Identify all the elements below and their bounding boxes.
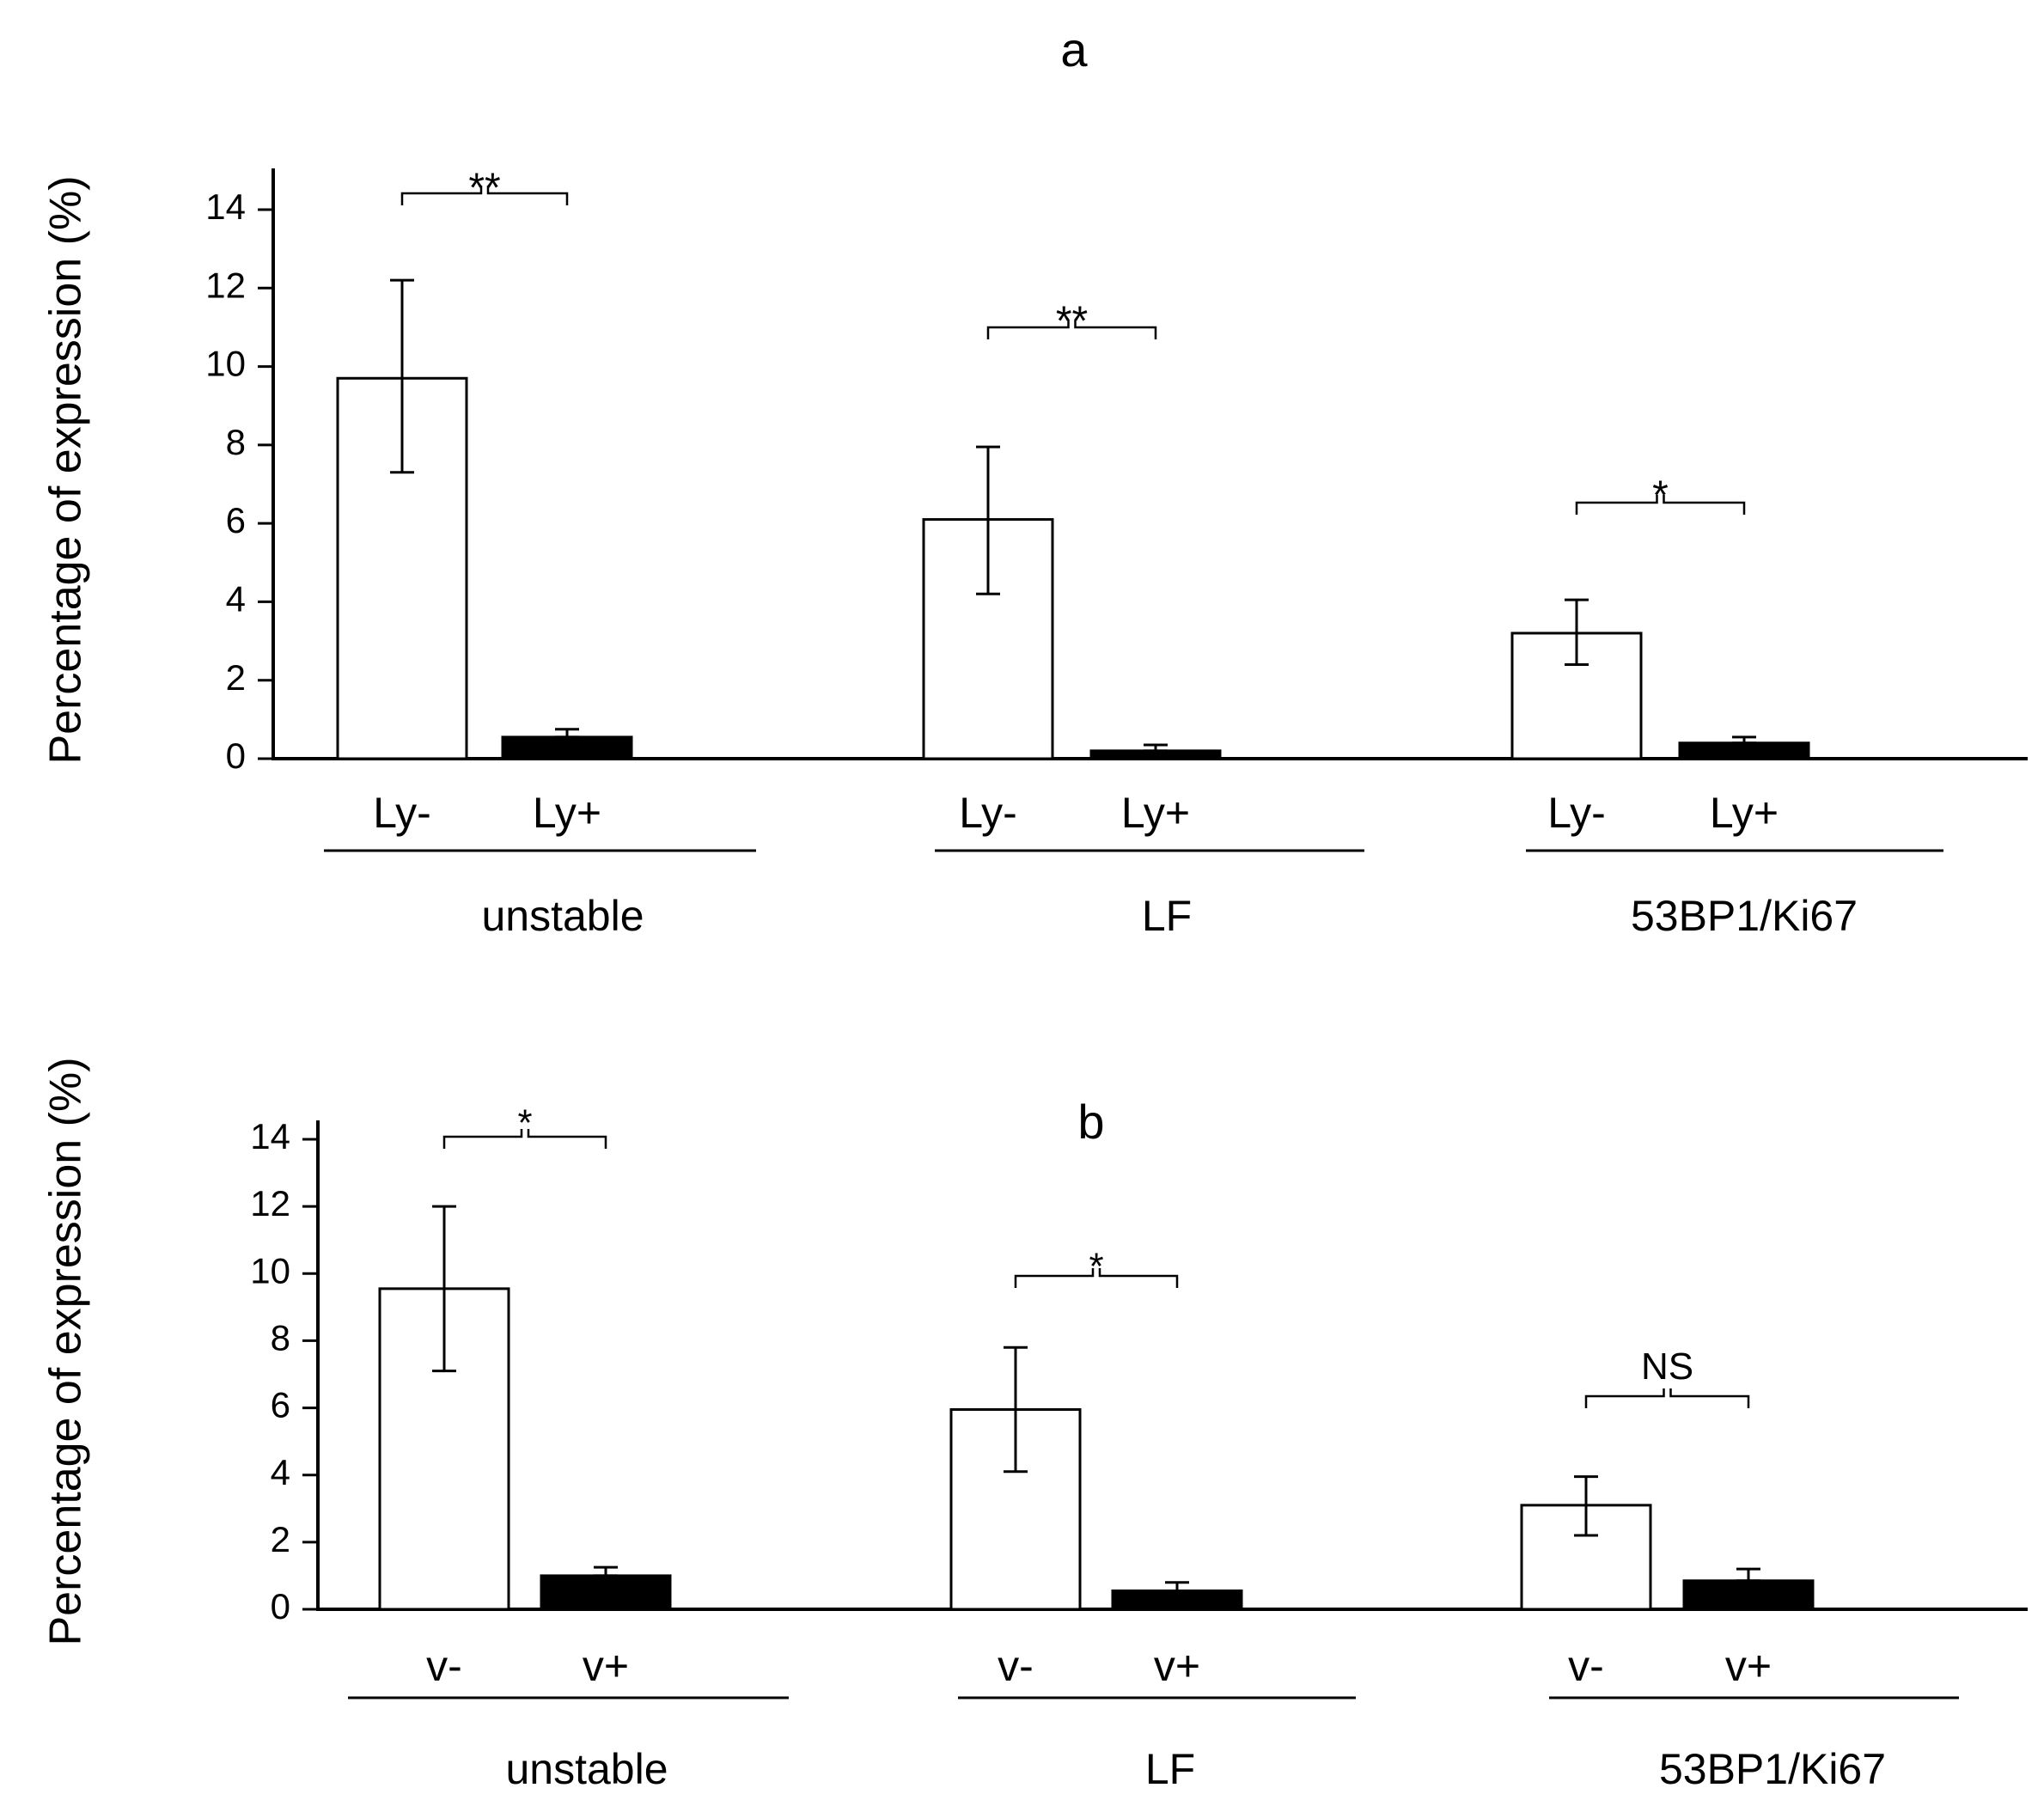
y-tick-label: 10 (250, 1250, 290, 1291)
y-tick-label: 14 (205, 186, 246, 227)
significance-bracket (1584, 1388, 1750, 1408)
bar (501, 735, 633, 760)
category-label: v+ (583, 1642, 629, 1690)
y-tick-label: 12 (250, 1183, 290, 1223)
error-bar (432, 1205, 456, 1373)
error-bar (594, 1565, 618, 1577)
error-bar (390, 278, 414, 474)
panel-title: b (1077, 1095, 1104, 1149)
y-tick-label: 4 (271, 1452, 290, 1492)
category-label: v+ (1154, 1642, 1200, 1690)
significance-label: * (517, 1102, 532, 1144)
group-label: unstable (505, 1745, 668, 1793)
y-axis-label: Percentage of expression (%) (41, 175, 91, 764)
significance-bracket (442, 1129, 607, 1149)
error-bar (1144, 743, 1168, 753)
error-bar (1732, 735, 1756, 745)
category-label: Ly- (373, 789, 431, 837)
significance-bracket (986, 320, 1157, 339)
panel-title: a (1060, 22, 1088, 76)
y-tick-label: 2 (271, 1519, 290, 1559)
error-bar (555, 728, 579, 739)
error-bar (976, 445, 1000, 595)
error-bar (1565, 598, 1589, 666)
group-label: LF (1142, 892, 1192, 940)
group-label: 53BP1/Ki67 (1631, 892, 1858, 940)
y-tick-label: 6 (226, 500, 246, 540)
y-tick-label: 14 (250, 1116, 290, 1156)
significance-bracket (1014, 1268, 1179, 1288)
y-tick-label: 0 (271, 1586, 290, 1626)
bar (540, 1574, 672, 1611)
significance-label: ** (1056, 299, 1088, 345)
significance-label: * (1089, 1246, 1103, 1288)
category-label: Ly- (959, 789, 1017, 837)
category-label: v- (1568, 1642, 1604, 1690)
y-tick-label: 8 (226, 422, 246, 462)
chart-panel-b: b Percentage of expression (%) 0 2 4 6 8 10 12 14… (41, 1057, 2028, 1793)
category-label: v- (426, 1642, 462, 1690)
y-tick-label: 4 (226, 579, 246, 619)
significance-bracket (400, 186, 569, 205)
y-axis-label: Percentage of expression (%) (41, 1057, 91, 1645)
bar (1111, 1590, 1243, 1611)
significance-label: NS (1641, 1346, 1693, 1388)
category-label: v+ (1725, 1642, 1772, 1690)
y-tick-label: 12 (205, 265, 246, 305)
error-bar (1574, 1475, 1598, 1537)
significance-bracket (1575, 495, 1746, 515)
error-bar (1004, 1346, 1028, 1474)
y-tick-label: 0 (226, 735, 246, 776)
y-tick-label: 6 (271, 1385, 290, 1425)
category-label: Ly+ (1710, 789, 1779, 837)
category-label: Ly+ (533, 789, 601, 837)
significance-label: ** (468, 166, 500, 211)
group-label: 53BP1/Ki67 (1659, 1745, 1886, 1793)
group-label: LF (1145, 1745, 1195, 1793)
category-label: v- (998, 1642, 1034, 1690)
bar (1678, 741, 1810, 760)
significance-label: * (1652, 473, 1669, 519)
y-tick-label: 8 (271, 1318, 290, 1358)
y-tick-label: 10 (205, 344, 246, 384)
group-label: unstable (481, 892, 644, 940)
error-bar (1165, 1581, 1189, 1593)
chart-panel-a: a Percentage of expression (%) 0 2 4 6 8 10 12 14… (41, 22, 2028, 940)
category-label: Ly+ (1121, 789, 1190, 837)
category-label: Ly- (1547, 789, 1606, 837)
y-tick-label: 2 (226, 657, 246, 698)
error-bar (1736, 1567, 1760, 1583)
bar (1682, 1579, 1815, 1611)
